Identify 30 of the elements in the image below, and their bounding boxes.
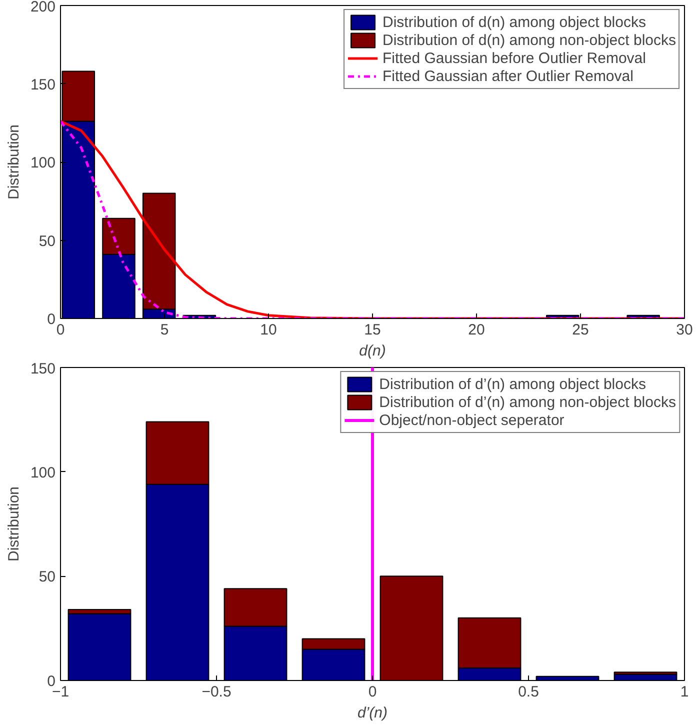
legend-label: Distribution of d’(n) among object blocks xyxy=(379,375,646,393)
x-tick-label: 0.5 xyxy=(518,684,539,700)
y-axis-title: Distribution xyxy=(5,124,22,200)
ref-line-label: Object/non-object seperator xyxy=(379,411,564,429)
x-axis-title: d(n) xyxy=(359,342,386,360)
y-tick-label: 0 xyxy=(47,673,56,690)
x-tick-label: −0.5 xyxy=(202,684,232,700)
x-tick-label: 30 xyxy=(676,322,693,338)
x-tick-label: 5 xyxy=(160,322,169,338)
x-axis-title: d’(n) xyxy=(357,704,388,722)
y-tick-label: 50 xyxy=(38,232,56,250)
y-axis-title: Distribution xyxy=(5,486,22,562)
y-tick-label: 200 xyxy=(30,0,56,16)
legend-label: Fitted Gaussian before Outlier Removal xyxy=(382,49,646,67)
y-tick-label: 150 xyxy=(30,76,56,94)
x-tick-label: 0 xyxy=(368,684,377,700)
x-tick-label: 10 xyxy=(260,322,277,338)
y-tick-label: 0 xyxy=(47,311,56,328)
x-tick-label: 20 xyxy=(468,322,485,338)
legend-label: Distribution of d’(n) among non-object blocks xyxy=(379,393,676,411)
y-tick-label: 100 xyxy=(30,154,56,172)
y-tick-label: 100 xyxy=(30,464,56,482)
legend-label: Distribution of d(n) among object blocks xyxy=(382,13,646,31)
legend-label: Fitted Gaussian after Outlier Removal xyxy=(382,67,634,85)
x-tick-label: 1 xyxy=(680,684,689,700)
x-tick-label: 15 xyxy=(364,322,381,338)
y-tick-label: 150 xyxy=(30,360,56,378)
x-tick-label: 25 xyxy=(572,322,589,338)
y-tick-label: 50 xyxy=(38,568,56,586)
legend-label: Distribution of d(n) among non-object blocks xyxy=(382,31,676,49)
